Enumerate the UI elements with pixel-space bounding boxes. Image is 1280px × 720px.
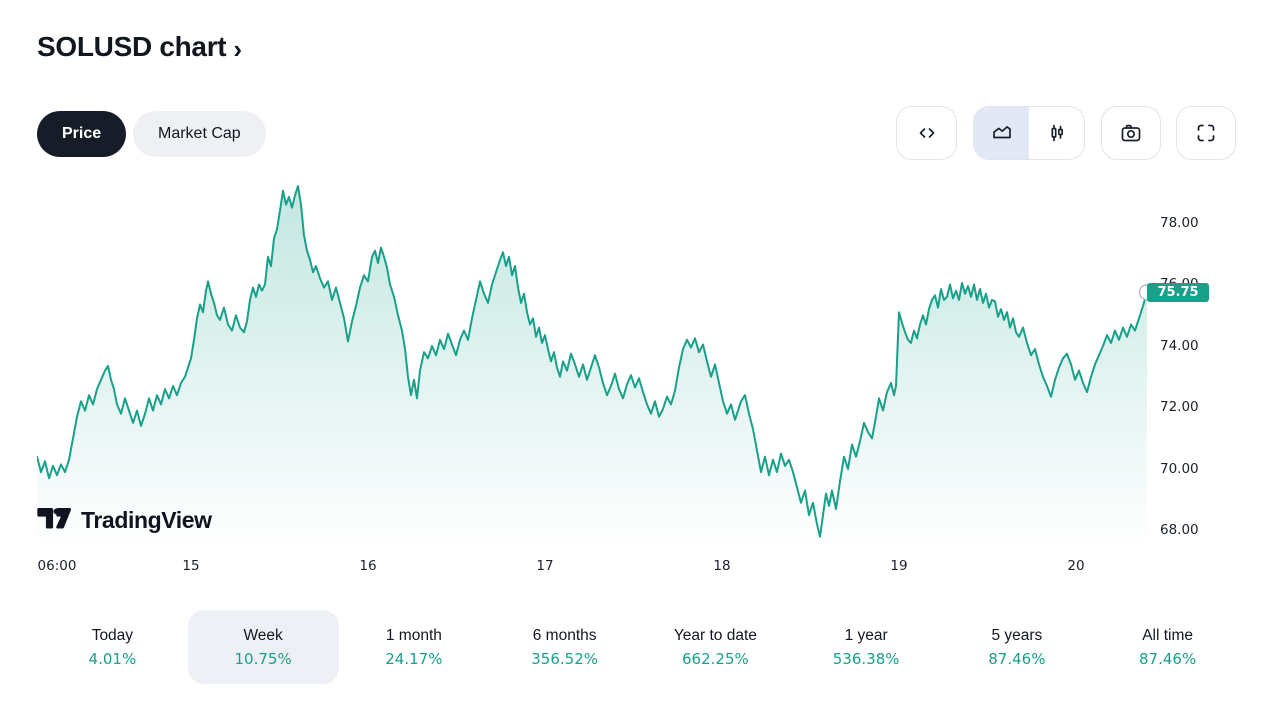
range-label: 5 years — [991, 626, 1043, 644]
market-cap-tab[interactable]: Market Cap — [133, 111, 266, 157]
x-axis-tick: 19 — [890, 558, 908, 574]
range-change-value: 87.46% — [988, 649, 1046, 668]
chevron-right-icon: › — [233, 33, 242, 64]
y-axis-tick: 70.00 — [1160, 461, 1199, 477]
last-price-badge: 75.75 — [1147, 283, 1209, 302]
x-axis-tick: 20 — [1067, 558, 1085, 574]
x-axis-tick: 18 — [713, 558, 731, 574]
range-6-months[interactable]: 6 months 356.52% — [489, 610, 640, 684]
y-axis-tick: 74.00 — [1160, 338, 1199, 354]
y-axis-tick: 78.00 — [1160, 215, 1199, 231]
y-axis-tick: 68.00 — [1160, 522, 1199, 538]
x-axis-tick: 16 — [359, 558, 377, 574]
page-title: SOLUSD chart — [37, 31, 227, 62]
x-axis-tick: 06:00 — [37, 558, 77, 574]
camera-icon — [1119, 121, 1143, 145]
range-change-value: 356.52% — [531, 649, 598, 668]
range-label: 6 months — [532, 626, 597, 644]
range-1-year[interactable]: 1 year 536.38% — [791, 610, 942, 684]
range-5-years[interactable]: 5 years 87.46% — [942, 610, 1093, 684]
snapshot-button[interactable] — [1101, 106, 1161, 160]
area-chart-icon — [990, 121, 1014, 145]
range-change-value: 24.17% — [385, 649, 443, 668]
range-label: All time — [1142, 626, 1194, 644]
price-tab[interactable]: Price — [37, 111, 127, 157]
range-label: Today — [91, 626, 134, 644]
range-all-time[interactable]: All time 87.46% — [1092, 610, 1243, 684]
y-axis-tick: 72.00 — [1160, 399, 1199, 415]
range-year-to-date[interactable]: Year to date 662.25% — [640, 610, 791, 684]
code-icon — [915, 121, 939, 145]
fullscreen-icon — [1194, 121, 1218, 145]
range-label: Year to date — [673, 626, 757, 644]
tradingview-logo-icon — [37, 507, 72, 534]
range-change-value: 662.25% — [682, 649, 749, 668]
fullscreen-button[interactable] — [1176, 106, 1236, 160]
candlestick-icon — [1045, 121, 1069, 145]
range-label: 1 year — [844, 626, 888, 644]
area-chart-style-button[interactable] — [974, 107, 1029, 159]
price-line — [37, 185, 1148, 538]
range-label: 1 month — [385, 626, 442, 644]
range-change-value: 10.75% — [234, 649, 292, 668]
embed-code-button[interactable] — [896, 106, 957, 160]
range-1-month[interactable]: 1 month 24.17% — [339, 610, 490, 684]
range-label: Week — [243, 626, 283, 644]
price-area-chart[interactable] — [37, 180, 1148, 548]
x-axis-tick: 17 — [536, 558, 554, 574]
range-selector: Today 4.01% Week 10.75% 1 month 24.17% 6… — [37, 610, 1243, 684]
candlestick-style-button[interactable] — [1029, 107, 1084, 159]
range-week[interactable]: Week 10.75% — [187, 610, 339, 684]
range-change-value: 87.46% — [1139, 649, 1197, 668]
range-today[interactable]: Today 4.01% — [37, 610, 188, 684]
x-axis-tick: 15 — [182, 558, 200, 574]
tradingview-brand-text: TradingView — [81, 507, 212, 533]
symbol-title-link[interactable]: SOLUSD chart › — [37, 31, 242, 63]
tradingview-attribution-link[interactable]: TradingView — [37, 507, 212, 534]
chart-style-toggle — [973, 106, 1085, 160]
range-change-value: 4.01% — [88, 649, 137, 668]
range-change-value: 536.38% — [832, 649, 900, 668]
